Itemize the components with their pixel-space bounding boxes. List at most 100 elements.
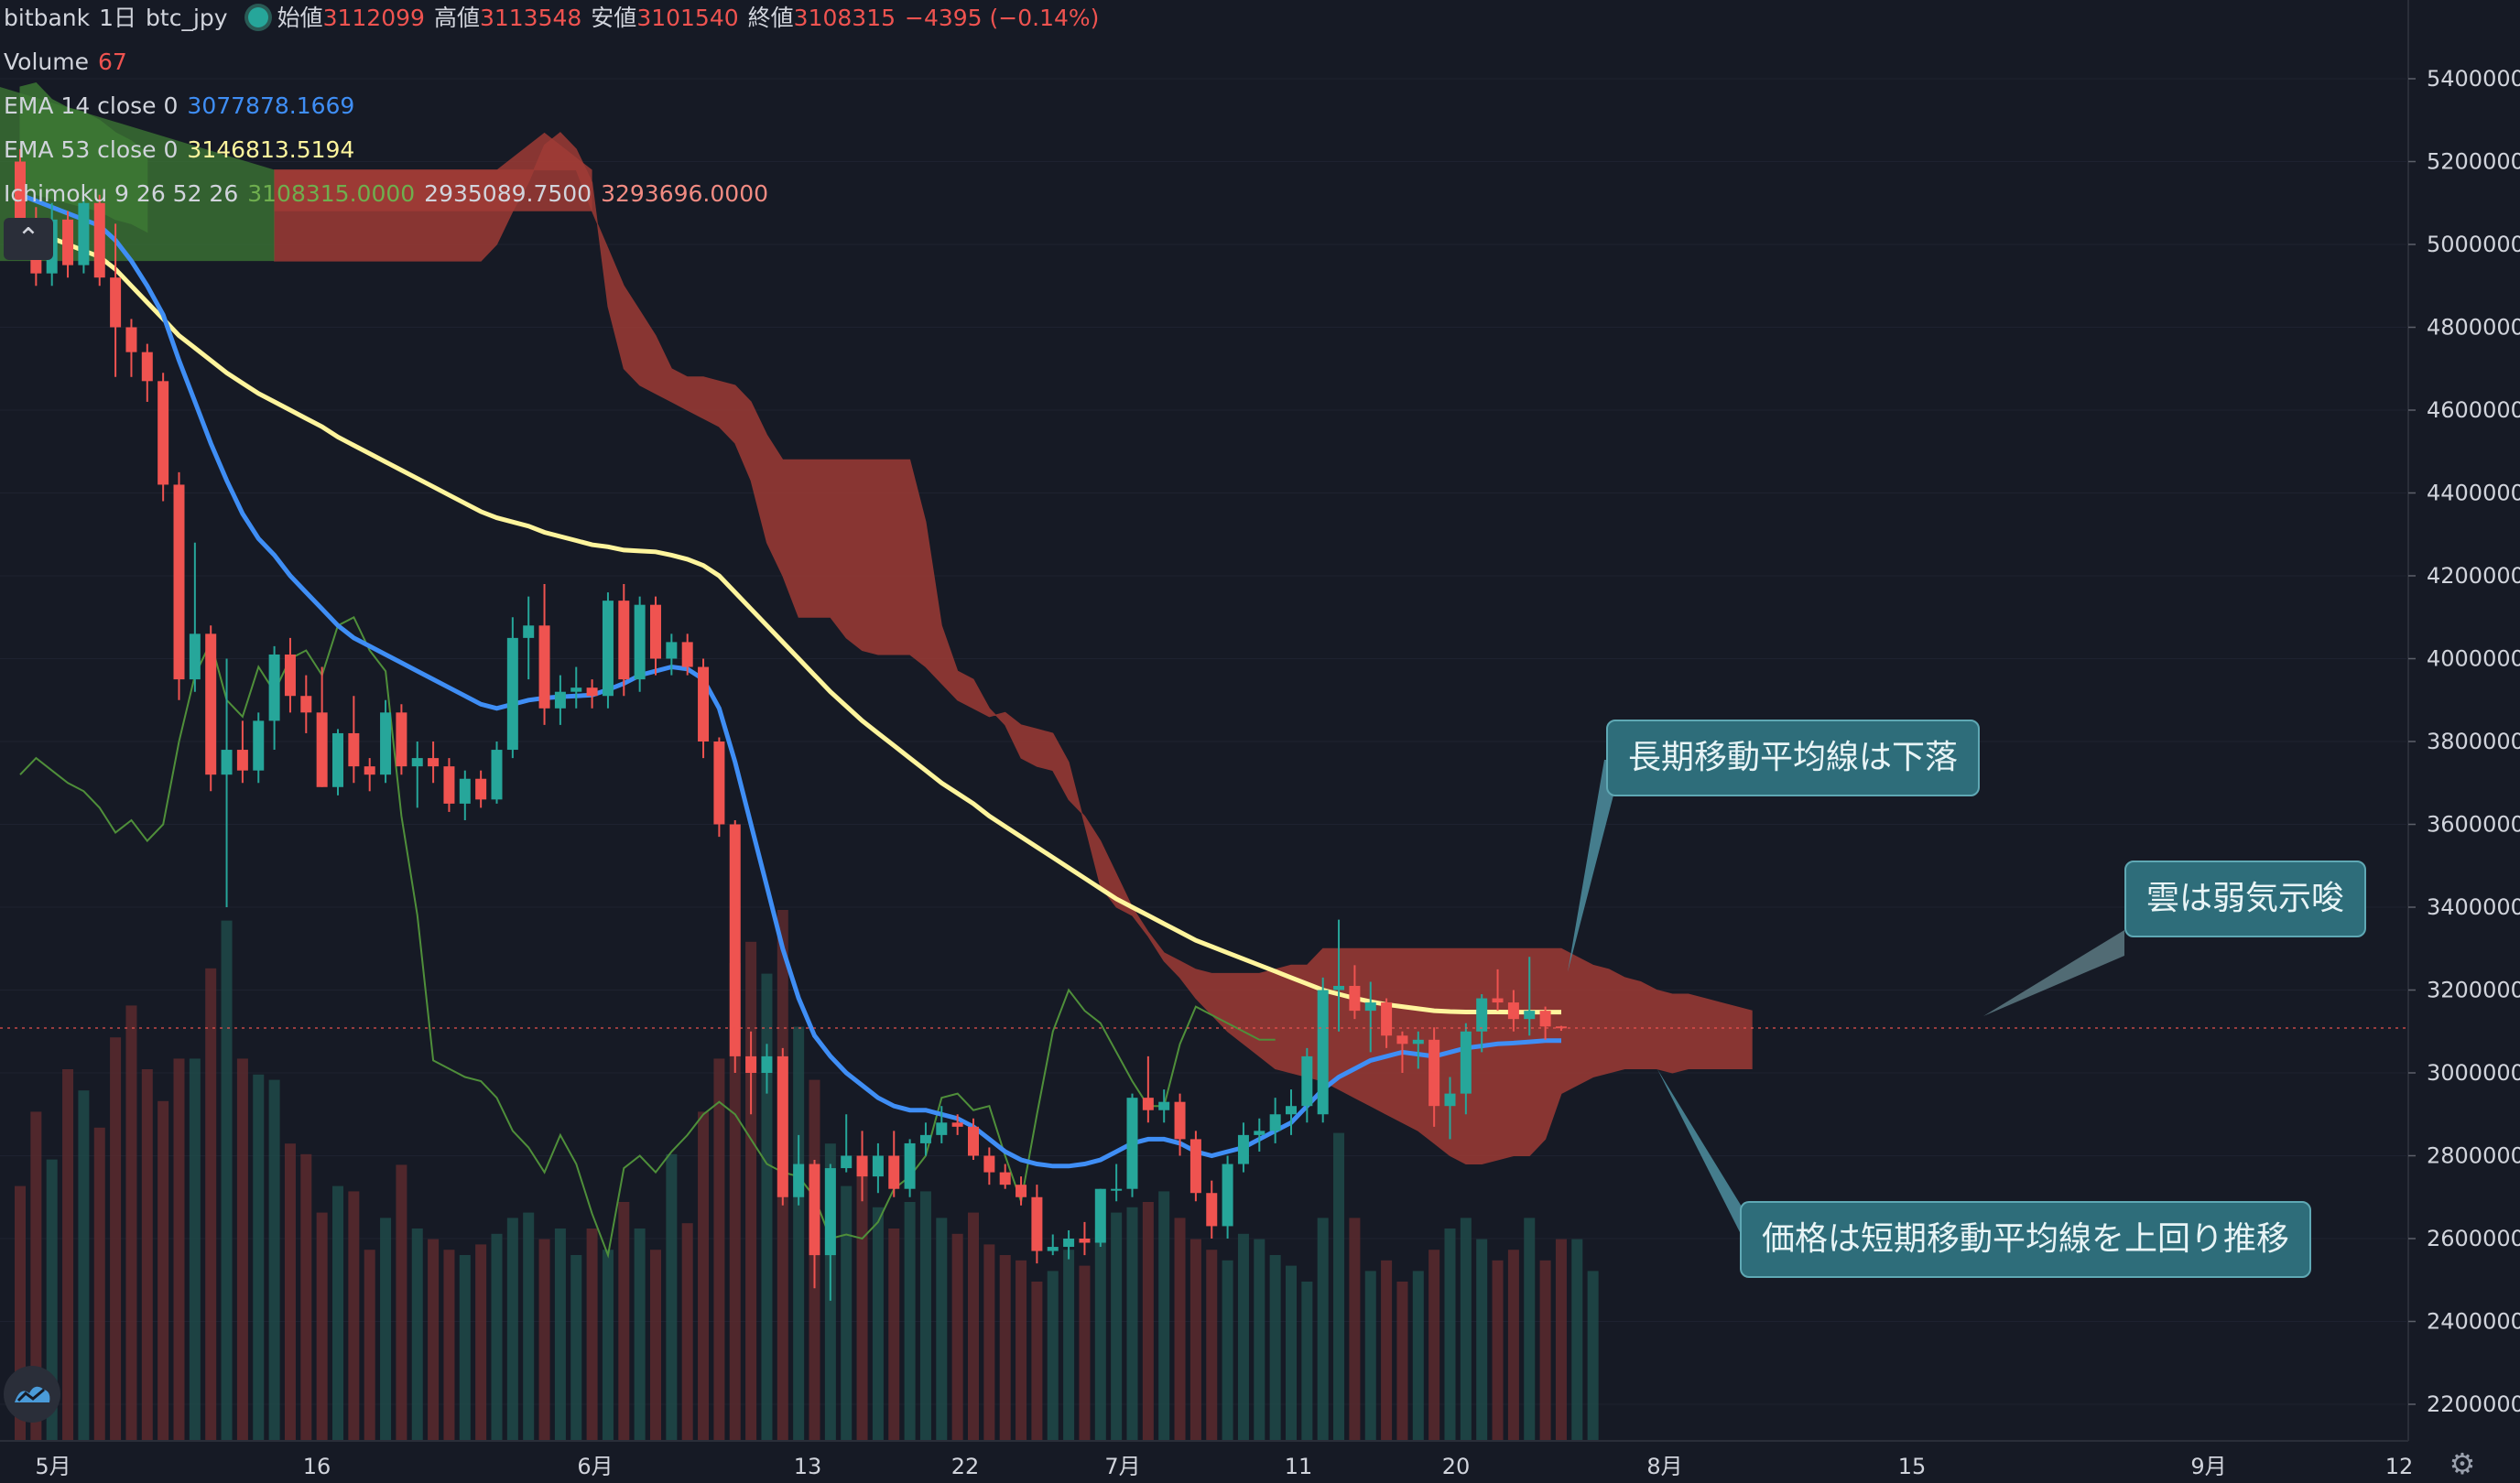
- candle-body: [1111, 1188, 1123, 1191]
- volume-bar: [650, 1250, 661, 1441]
- volume-bar: [968, 1212, 979, 1441]
- volume-bar: [1269, 1255, 1281, 1441]
- volume-bar: [1317, 1218, 1329, 1441]
- candle-body: [1317, 990, 1329, 1115]
- gear-icon[interactable]: ⚙: [2449, 1446, 2476, 1481]
- candle-body: [1142, 1098, 1154, 1110]
- volume-bar: [1142, 1202, 1154, 1441]
- candle-body: [348, 732, 360, 767]
- y-tick-label: 5000000: [2427, 232, 2520, 257]
- volume-bar: [1460, 1218, 1472, 1441]
- candle: [888, 1131, 900, 1197]
- candle: [1492, 969, 1504, 1012]
- candle: [729, 819, 741, 1073]
- candle: [380, 699, 392, 784]
- candle: [1063, 1229, 1075, 1260]
- callout-long-ema[interactable]: 長期移動平均線は下落: [1606, 720, 1981, 796]
- candle: [1111, 1164, 1123, 1202]
- volume-bar: [570, 1255, 582, 1441]
- candle: [666, 633, 678, 676]
- candle: [1286, 1089, 1297, 1135]
- candle-body: [1189, 1139, 1201, 1194]
- volume-bar: [316, 1212, 328, 1441]
- y-tick-label: 2800000: [2427, 1143, 2520, 1169]
- candle: [904, 1139, 916, 1197]
- volume-bar: [380, 1218, 392, 1441]
- candle-body: [1254, 1131, 1265, 1135]
- annotation-pointers: [1568, 760, 2124, 1236]
- candle: [141, 343, 153, 402]
- candle: [761, 1044, 773, 1094]
- candle-body: [1269, 1114, 1281, 1131]
- pointer-short-ema: [1657, 1069, 1742, 1236]
- candle-body: [1507, 1002, 1519, 1020]
- candle: [1222, 1155, 1233, 1239]
- candle-body: [1349, 985, 1361, 1012]
- candle: [284, 637, 296, 713]
- volume-bar: [46, 1159, 58, 1441]
- volume-bar: [983, 1244, 995, 1441]
- candle: [1476, 994, 1488, 1053]
- candle: [1047, 1234, 1059, 1256]
- y-tick-label: 3200000: [2427, 978, 2520, 1003]
- candle-body: [809, 1164, 820, 1256]
- candle-body: [1016, 1185, 1027, 1197]
- candle: [1381, 998, 1393, 1048]
- candle-body: [698, 666, 710, 742]
- volume-bar: [1333, 1132, 1345, 1441]
- y-tick-label: 4800000: [2427, 315, 2520, 341]
- candle-body: [634, 604, 646, 680]
- candle: [332, 729, 343, 796]
- volume-bar: [1111, 1212, 1123, 1441]
- ema14-line: [19, 192, 1562, 1169]
- candle-body: [253, 720, 265, 771]
- volume-bar: [888, 1229, 900, 1441]
- x-tick-label: 15: [1898, 1454, 1927, 1479]
- candle: [1031, 1185, 1043, 1264]
- candle-body: [1492, 998, 1504, 1003]
- candle-body: [428, 758, 440, 767]
- volume-bar: [1412, 1271, 1424, 1441]
- volume-bar: [698, 1111, 710, 1441]
- x-tick-label: 22: [951, 1454, 980, 1479]
- candle-body: [999, 1172, 1011, 1185]
- volume-bar: [1126, 1207, 1138, 1441]
- candle-body: [1126, 1098, 1138, 1189]
- candle-body: [1428, 1039, 1440, 1107]
- x-tick-label: 11: [1285, 1454, 1313, 1479]
- candle: [62, 211, 74, 278]
- collapse-legend-button[interactable]: ⌃: [4, 218, 53, 260]
- candle: [1349, 965, 1361, 1020]
- candle-body: [475, 778, 487, 800]
- callout-cloud[interactable]: 雲は弱気示唆: [2124, 861, 2367, 937]
- bearish-cloud-early: [274, 132, 592, 211]
- volume-bar: [1222, 1260, 1233, 1441]
- volume-bar: [348, 1191, 360, 1441]
- volume-bar: [999, 1255, 1011, 1441]
- candle-body: [284, 654, 296, 697]
- volume-bar: [1381, 1260, 1393, 1441]
- candle-body: [904, 1142, 916, 1189]
- x-tick-label: 7月: [1104, 1454, 1140, 1479]
- candle: [1396, 1031, 1408, 1073]
- y-tick-label: 2200000: [2427, 1391, 2520, 1417]
- candle: [411, 742, 423, 808]
- pointer-cloud: [1983, 930, 2124, 1016]
- candle: [586, 679, 598, 709]
- candle: [936, 1106, 948, 1143]
- tradingview-logo-icon[interactable]: [4, 1366, 60, 1423]
- candle-body: [618, 601, 630, 680]
- volume-bar: [666, 1153, 678, 1441]
- candle-body: [713, 742, 725, 825]
- ema53-line: [19, 225, 1561, 1015]
- candle: [300, 675, 312, 733]
- candle-body: [332, 732, 343, 787]
- candle-body: [1047, 1247, 1059, 1251]
- y-tick-label: 4400000: [2427, 481, 2520, 506]
- candle-body: [506, 637, 518, 751]
- candle: [1333, 919, 1345, 1032]
- candle: [158, 373, 169, 502]
- candle: [650, 596, 661, 676]
- callout-short-ema[interactable]: 価格は短期移動平均線を上回り推移: [1740, 1201, 2312, 1278]
